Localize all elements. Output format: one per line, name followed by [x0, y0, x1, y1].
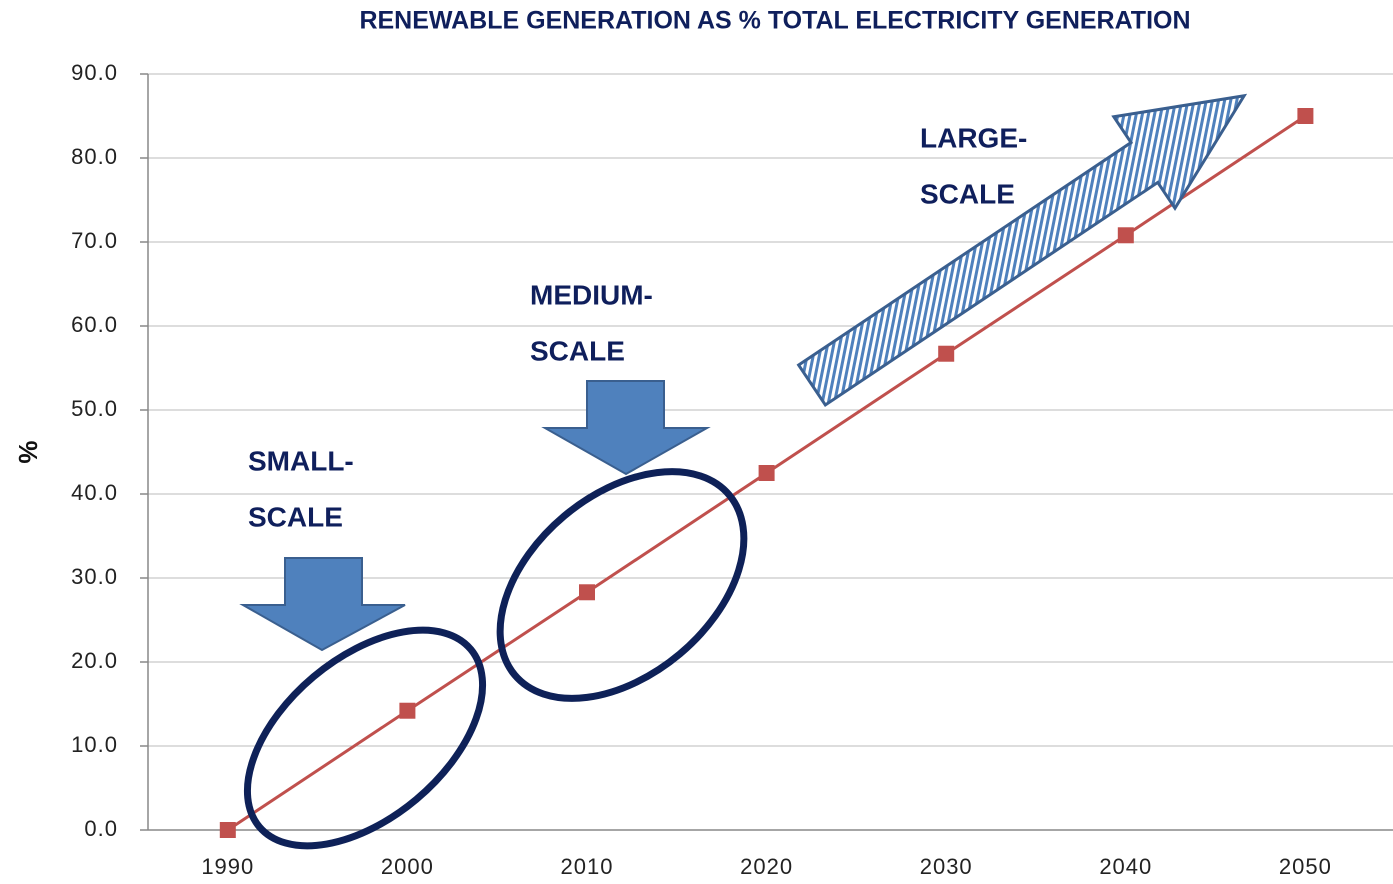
marker — [1297, 108, 1314, 124]
y-tick-label: 40.0 — [71, 480, 118, 505]
annotation: SMALL- — [248, 445, 354, 476]
y-tick-label: 10.0 — [71, 732, 118, 757]
y-tick-label: 90.0 — [71, 60, 118, 85]
plot — [219, 108, 1314, 838]
y-tick-label: 0.0 — [84, 816, 118, 841]
annotation: SCALE — [248, 501, 343, 532]
annotation: MEDIUM- — [530, 279, 653, 310]
y-tick-label: 70.0 — [71, 228, 118, 253]
y-tick-label: 50.0 — [71, 396, 118, 421]
annotation: LARGE- — [920, 122, 1027, 153]
y-tick-label: 60.0 — [71, 312, 118, 337]
ellipse — [243, 626, 487, 850]
down-arrow — [239, 557, 406, 652]
y-tick-label: 80.0 — [71, 144, 118, 169]
x-tick-label: 2050 — [1279, 854, 1332, 879]
annotations: SMALL- SCALE MEDIUM- SCALE LARGE- SCALE — [248, 122, 1027, 532]
x-tick-label: 2010 — [561, 854, 614, 879]
y-tick-label: 30.0 — [71, 564, 118, 589]
x-tick-label: 2040 — [1099, 854, 1152, 879]
marker — [219, 822, 236, 838]
x-tick-label: 2000 — [381, 854, 434, 879]
x-tick-label: 2020 — [740, 854, 793, 879]
marker — [938, 345, 955, 362]
marker — [1117, 227, 1134, 244]
down-arrow — [541, 380, 711, 476]
y-tick-label: 20.0 — [71, 648, 118, 673]
diagonal-arrow — [796, 93, 1248, 408]
x-tick-label: 2030 — [920, 854, 973, 879]
x-tick-label: 1990 — [201, 854, 254, 879]
marker — [758, 465, 775, 481]
annotation: SCALE — [530, 335, 625, 366]
y-axis-label: % — [13, 440, 43, 463]
ellipse — [496, 468, 748, 702]
marker — [399, 702, 416, 719]
annotation: SCALE — [920, 178, 1015, 209]
chart-title: RENEWABLE GENERATION AS % TOTAL ELECTRIC… — [359, 7, 1190, 35]
marker — [579, 584, 595, 601]
grid — [140, 73, 1393, 831]
